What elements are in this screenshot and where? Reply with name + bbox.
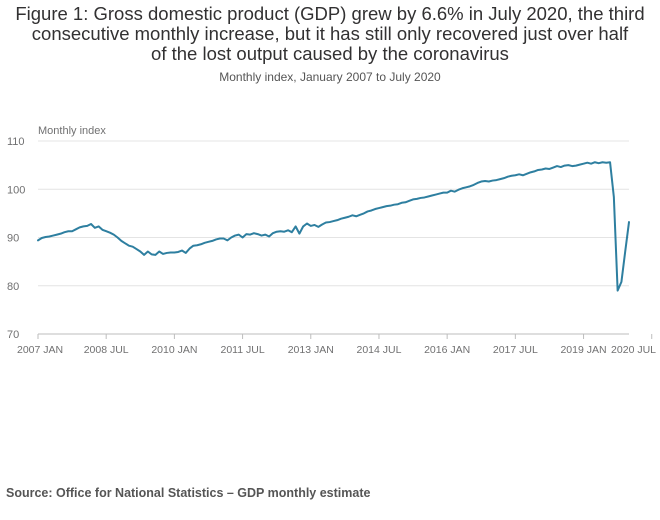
source-note: Source: Office for National Statistics –… <box>6 486 371 500</box>
x-tick-label: 2019 JAN <box>560 344 606 356</box>
y-tick-label: 110 <box>7 136 25 148</box>
y-tick-label: 100 <box>7 184 25 196</box>
x-tick-label: 2020 JUL <box>611 344 656 356</box>
x-tick-label: 2008 JUL <box>84 344 129 356</box>
y-tick-label: 90 <box>7 233 19 245</box>
x-tick-label: 2014 JUL <box>356 344 401 356</box>
x-tick-label: 2017 JUL <box>493 344 538 356</box>
y-axis-label: Monthly index <box>38 125 106 137</box>
chart-title-line: Figure 1: Gross domestic product (GDP) g… <box>15 3 645 24</box>
chart-title-line: consecutive monthly increase, but it has… <box>31 23 629 44</box>
x-tick-label: 2007 JAN <box>17 344 63 356</box>
chart-title: Figure 1: Gross domestic product (GDP) g… <box>0 4 660 64</box>
x-tick-label: 2010 JAN <box>151 344 197 356</box>
chart-title-line: of the lost output caused by the coronav… <box>151 43 509 64</box>
x-tick-label: 2013 JAN <box>288 344 334 356</box>
x-tick-label: 2011 JUL <box>220 344 264 356</box>
chart-subtitle: Monthly index, January 2007 to July 2020 <box>219 70 441 84</box>
gdp-series-line <box>37 161 630 292</box>
x-tick-label: 2016 JAN <box>424 344 470 356</box>
y-tick-label: 70 <box>7 329 19 341</box>
y-tick-label: 80 <box>7 281 19 293</box>
